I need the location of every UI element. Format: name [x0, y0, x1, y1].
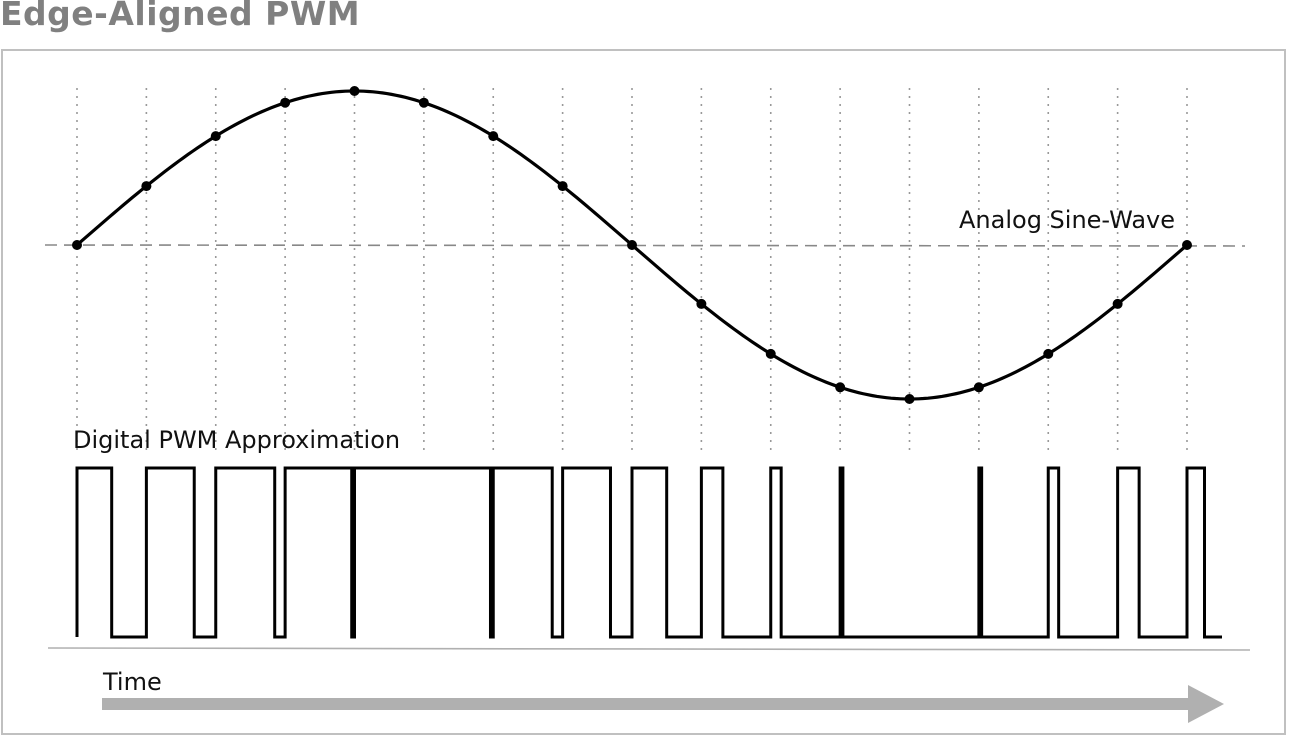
sample-point: [72, 240, 82, 250]
sample-grid-lines: [76, 88, 1188, 455]
sample-point: [210, 131, 221, 142]
time-baseline: [47, 647, 1251, 651]
sample-point: [557, 181, 568, 192]
sample-point: [141, 181, 152, 192]
time-arrow-head: [1188, 685, 1224, 723]
page-title: Edge-Aligned PWM: [0, 0, 361, 33]
time-label: Time: [102, 668, 162, 696]
sample-point: [280, 97, 291, 108]
sample-point: [1112, 298, 1123, 309]
sample-point: [1182, 240, 1192, 250]
sample-point: [418, 97, 429, 108]
sample-point: [1043, 348, 1054, 359]
digital-pwm-label: Digital PWM Approximation: [73, 426, 400, 454]
sample-point: [835, 382, 846, 393]
sample-point: [627, 240, 637, 250]
sample-point: [696, 298, 707, 309]
pwm-waveform: [75, 466, 1222, 639]
sample-points: [72, 86, 1192, 404]
sample-point: [488, 131, 499, 142]
sample-point: [765, 348, 776, 359]
analog-sine-label: Analog Sine-Wave: [959, 206, 1175, 234]
sample-point: [349, 86, 360, 96]
sample-point: [904, 394, 915, 404]
zero-reference-line: [44, 244, 1246, 247]
sample-point: [973, 382, 984, 393]
